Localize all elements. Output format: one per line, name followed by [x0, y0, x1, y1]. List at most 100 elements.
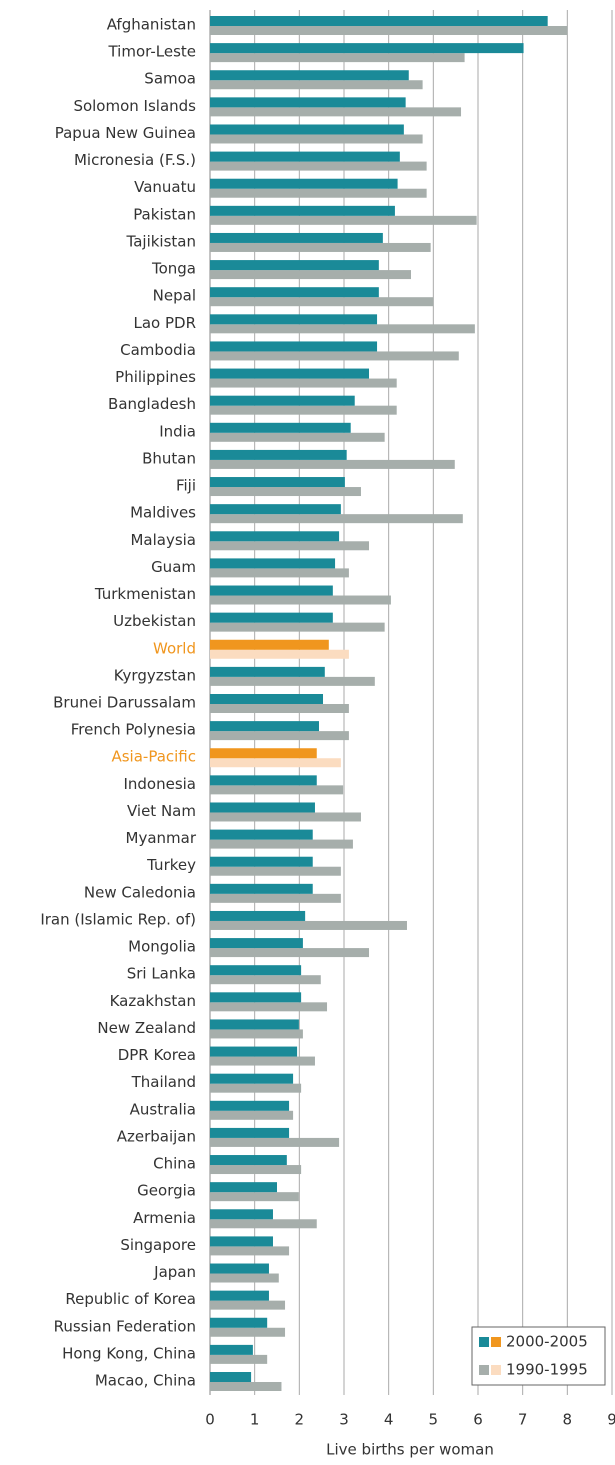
bar [210, 16, 548, 26]
y-tick-label: Singapore [120, 1236, 196, 1254]
x-tick-label: 3 [339, 1411, 349, 1429]
y-tick-label: Brunei Darussalam [53, 694, 196, 712]
y-tick-label: Nepal [153, 287, 196, 305]
bar [210, 161, 427, 171]
bar [210, 107, 462, 117]
legend-swatch [491, 1337, 501, 1347]
bar [210, 1019, 299, 1030]
y-tick-label: Georgia [137, 1182, 196, 1200]
y-tick-label: Philippines [115, 368, 196, 386]
bar [210, 920, 407, 930]
bar [210, 812, 361, 822]
bar [210, 775, 317, 786]
y-tick-label: China [153, 1155, 196, 1173]
bar [210, 178, 398, 189]
bar [210, 97, 406, 108]
y-tick-label: Maldives [130, 504, 196, 522]
legend: 2000-2005 1990-1995 [471, 1326, 606, 1386]
bar [210, 839, 353, 849]
bar [210, 232, 383, 243]
bar [210, 541, 370, 551]
y-tick-label: Iran (Islamic Rep. of) [40, 910, 196, 928]
bar [210, 1165, 302, 1175]
y-tick-label: French Polynesia [71, 721, 196, 739]
y-tick-label: Afghanistan [107, 16, 196, 34]
y-tick-label: Myanmar [126, 829, 197, 847]
y-tick-label: Macao, China [95, 1372, 196, 1390]
bar [210, 368, 370, 379]
y-tick-label: Armenia [133, 1209, 196, 1227]
bar [210, 378, 397, 388]
y-tick-label: New Caledonia [84, 883, 196, 901]
x-tick-label: 8 [563, 1411, 573, 1429]
bar [210, 1192, 299, 1202]
y-tick-label: Timor-Leste [107, 43, 196, 61]
bar [210, 1046, 298, 1057]
bar [210, 731, 349, 741]
x-axis-label: Live births per woman [326, 1441, 494, 1459]
bar [210, 188, 427, 198]
bar [210, 975, 321, 985]
bar [210, 622, 385, 632]
y-tick-label: Uzbekistan [113, 612, 196, 630]
y-tick-label: DPR Korea [118, 1046, 196, 1064]
bar [210, 1155, 287, 1166]
y-tick-label: Japan [153, 1263, 196, 1281]
bar [210, 758, 341, 768]
y-tick-label: Bangladesh [108, 395, 196, 413]
bar [210, 1327, 286, 1337]
legend-box [471, 1326, 606, 1386]
bar [210, 1372, 252, 1382]
bar [210, 43, 524, 54]
bar [210, 459, 455, 469]
y-tick-label: Bhutan [142, 449, 196, 467]
y-tick-label: Turkey [146, 856, 196, 874]
bar [210, 422, 351, 433]
bar [210, 785, 344, 795]
bar [210, 676, 375, 686]
bar [210, 124, 404, 135]
bar [210, 965, 302, 976]
bar [210, 314, 378, 325]
bar [210, 1029, 303, 1039]
y-tick-label: Mongolia [128, 938, 196, 956]
bar [210, 1137, 340, 1147]
x-tick-label: 2 [295, 1411, 305, 1429]
bar [210, 568, 349, 578]
y-tick-label: Russian Federation [54, 1317, 196, 1335]
bar [210, 1344, 253, 1355]
y-tick-label: Tonga [151, 260, 196, 278]
bar [210, 721, 319, 732]
y-tick-label: Australia [130, 1100, 196, 1118]
bar [210, 910, 306, 921]
bar [210, 405, 397, 415]
bar [210, 866, 341, 876]
bar [210, 1382, 282, 1391]
y-tick-label: Micronesia (F.S.) [74, 151, 196, 169]
bar [210, 205, 395, 216]
y-tick-label: Turkmenistan [94, 585, 196, 603]
bar [210, 649, 349, 659]
y-tick-label: Fiji [176, 477, 196, 495]
bar [210, 70, 409, 81]
bar [210, 1273, 279, 1283]
bar [210, 893, 341, 903]
bar [210, 1127, 290, 1138]
y-tick-label: Hong Kong, China [62, 1344, 196, 1362]
bar [210, 242, 431, 252]
y-tick-label: Cambodia [120, 341, 196, 359]
bar [210, 514, 463, 524]
bar [210, 53, 465, 63]
bar [210, 341, 378, 352]
bar [210, 531, 340, 542]
bar [210, 612, 333, 623]
bar [210, 151, 400, 162]
bar [210, 1209, 273, 1220]
bar [210, 938, 303, 949]
bar [210, 1110, 294, 1120]
bar [210, 1290, 269, 1301]
legend-swatch [479, 1365, 489, 1375]
y-tick-label: Tajikistan [126, 232, 196, 250]
y-tick-label: Asia-Pacific [111, 748, 196, 766]
